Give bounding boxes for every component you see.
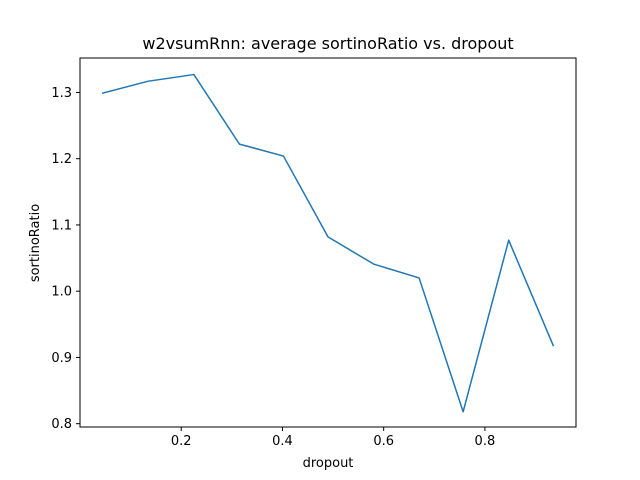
y-tick-label: 1.0: [51, 285, 72, 300]
series-line-0: [101, 73, 555, 413]
x-tick-label: 0.2: [171, 434, 192, 449]
y-tick-label: 0.8: [51, 417, 72, 432]
axes-frame: [79, 57, 577, 428]
y-axis-label: sortinoRatio: [28, 204, 43, 282]
x-tick-label: 0.4: [272, 434, 293, 449]
x-tick-label: 0.6: [373, 434, 394, 449]
plot-area: 0.2 0.4 0.6 0.8 0.8 0.9 1.0 1.1 1.2 1.3: [51, 57, 577, 449]
chart-title: w2vsumRnn: average sortinoRatio vs. drop…: [142, 34, 513, 53]
x-tick-label: 0.8: [475, 434, 496, 449]
y-tick-label: 1.1: [51, 218, 72, 233]
y-tick-label: 0.9: [51, 351, 72, 366]
y-tick-label: 1.2: [51, 152, 72, 167]
x-axis-label: dropout: [303, 456, 354, 471]
y-tick-label: 1.3: [51, 86, 72, 101]
